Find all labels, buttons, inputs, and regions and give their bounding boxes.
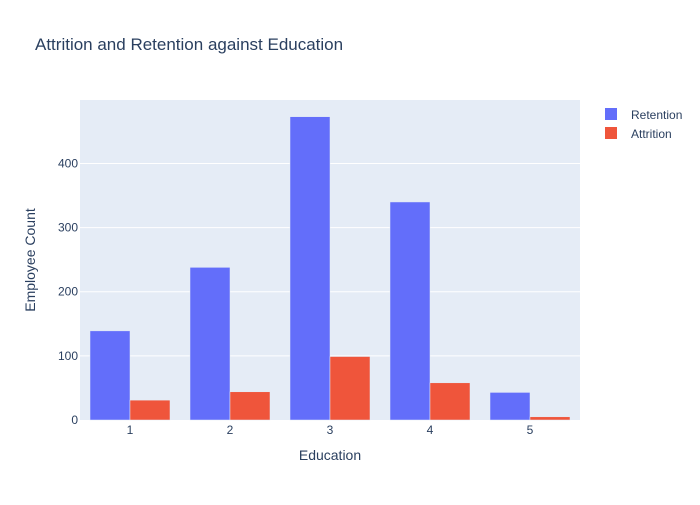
- bars: [89, 116, 571, 421]
- bar-attrition-5[interactable]: [529, 416, 571, 421]
- x-tick-label: 3: [327, 423, 334, 437]
- x-tick-label: 5: [527, 423, 534, 437]
- bar-attrition-1[interactable]: [129, 399, 171, 421]
- y-axis-ticks: 0 100 200 300 400: [58, 156, 78, 427]
- legend-swatch: [605, 127, 617, 139]
- legend-item-attrition[interactable]: Attrition: [605, 127, 672, 141]
- x-tick-label: 1: [127, 423, 134, 437]
- bar-retention-1[interactable]: [89, 330, 131, 421]
- bar-retention-2[interactable]: [189, 267, 231, 421]
- bar-attrition-4[interactable]: [429, 382, 471, 421]
- x-tick-label: 4: [427, 423, 434, 437]
- legend: Retention Attrition: [605, 108, 682, 141]
- chart-title: Attrition and Retention against Educatio…: [35, 35, 343, 54]
- bar-retention-4[interactable]: [389, 201, 431, 421]
- legend-item-retention[interactable]: Retention: [605, 108, 682, 122]
- bar-attrition-3[interactable]: [329, 356, 371, 421]
- y-axis-title: Employee Count: [22, 208, 38, 312]
- y-tick-label: 400: [58, 156, 78, 170]
- x-tick-label: 2: [227, 423, 234, 437]
- bar-retention-5[interactable]: [489, 392, 531, 421]
- legend-label: Retention: [631, 108, 682, 122]
- bar-attrition-2[interactable]: [229, 391, 271, 421]
- legend-swatch: [605, 108, 617, 120]
- legend-label: Attrition: [631, 127, 672, 141]
- y-tick-label: 0: [71, 413, 78, 427]
- x-axis-ticks: 1 2 3 4 5: [127, 423, 534, 437]
- bar-retention-3[interactable]: [289, 116, 331, 421]
- y-tick-label: 300: [58, 221, 78, 235]
- y-tick-label: 200: [58, 285, 78, 299]
- x-axis-title: Education: [299, 447, 361, 463]
- y-tick-label: 100: [58, 349, 78, 363]
